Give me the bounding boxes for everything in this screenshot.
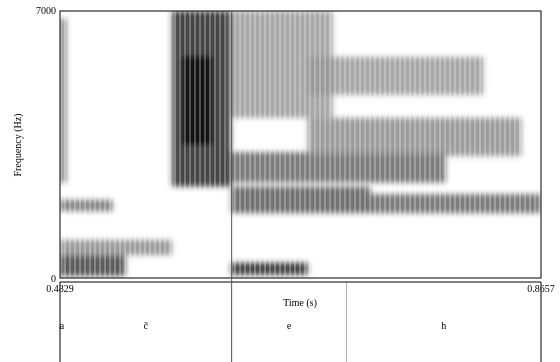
- segment-label: č: [144, 321, 149, 332]
- energy-region: [231, 262, 308, 275]
- pitch-striations: [59, 11, 541, 278]
- segment-label: a: [60, 321, 65, 332]
- spectrogram-energy: [60, 11, 541, 277]
- x-axis-label: Time (s): [283, 298, 317, 309]
- energy-region: [231, 152, 446, 183]
- energy-region: [231, 186, 371, 214]
- energy-region: [60, 18, 67, 183]
- energy-region: [60, 199, 113, 212]
- energy-region: [307, 117, 522, 156]
- y-tick-min: 0: [51, 274, 56, 285]
- energy-region: [60, 239, 172, 256]
- energy-region: [307, 56, 484, 95]
- y-tick-max: 7000: [36, 6, 56, 17]
- energy-region: [182, 56, 213, 145]
- energy-region: [370, 194, 541, 214]
- energy-region: [60, 255, 126, 277]
- segment-label: h: [441, 321, 446, 332]
- segment-label: e: [287, 321, 292, 332]
- y-axis-label: Frequency (Hz): [13, 113, 24, 176]
